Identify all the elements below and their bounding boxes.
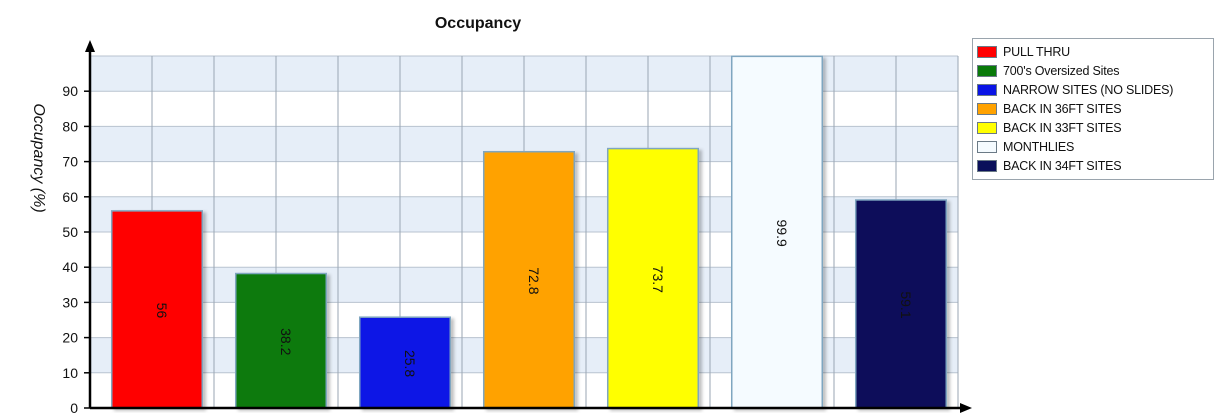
bar-value-label: 59.1 — [898, 291, 914, 318]
legend-item: 700's Oversized Sites — [977, 61, 1209, 80]
y-ticks: 0 10 20 30 40 50 60 70 80 90 — [62, 83, 90, 416]
bar — [234, 272, 328, 409]
bar-value-label: 56 — [154, 303, 170, 319]
legend-swatch — [977, 159, 997, 172]
legend-label: PULL THRU — [1003, 44, 1070, 59]
legend-swatch — [977, 83, 997, 96]
legend-swatch — [977, 64, 997, 77]
y-tick-label: 90 — [62, 83, 78, 99]
legend-swatch — [977, 140, 997, 153]
x-axis-arrow — [960, 403, 972, 413]
bar — [110, 210, 204, 409]
bar — [730, 55, 824, 409]
legend-item: BACK IN 34FT SITES — [977, 156, 1209, 175]
y-tick-label: 50 — [62, 224, 78, 240]
bar — [854, 199, 948, 409]
y-tick-label: 20 — [62, 330, 78, 346]
bars: 56 38.2 25.8 72.8 73.7 99.9 59.1 — [110, 55, 948, 409]
legend-swatch — [977, 45, 997, 58]
y-tick-label: 80 — [62, 118, 78, 134]
y-tick-label: 0 — [70, 400, 78, 413]
legend-swatch — [977, 102, 997, 115]
axes — [85, 40, 972, 413]
legend-label: BACK IN 36FT SITES — [1003, 101, 1122, 116]
legend-label: BACK IN 34FT SITES — [1003, 158, 1122, 173]
legend-label: NARROW SITES (NO SLIDES) — [1003, 82, 1174, 97]
bar-value-label: 38.2 — [278, 328, 294, 355]
bar-value-label: 73.7 — [650, 266, 666, 293]
y-axis-label: Occupancy (%) — [30, 103, 47, 212]
legend-label: 700's Oversized Sites — [1003, 63, 1120, 78]
y-tick-label: 30 — [62, 294, 78, 310]
y-tick-label: 70 — [62, 154, 78, 170]
bar-value-label: 99.9 — [774, 220, 790, 247]
bar-value-label: 72.8 — [526, 267, 542, 294]
legend: PULL THRU 700's Oversized Sites NARROW SIT… — [972, 38, 1214, 180]
legend-item: BACK IN 36FT SITES — [977, 99, 1209, 118]
y-tick-label: 10 — [62, 365, 78, 381]
legend-label: BACK IN 33FT SITES — [1003, 120, 1122, 135]
chart-title: Occupancy — [435, 15, 521, 32]
legend-item: MONTHLIES — [977, 137, 1209, 156]
legend-item: NARROW SITES (NO SLIDES) — [977, 80, 1209, 99]
legend-item: PULL THRU — [977, 42, 1209, 61]
legend-item: BACK IN 33FT SITES — [977, 118, 1209, 137]
legend-swatch — [977, 121, 997, 134]
y-tick-label: 40 — [62, 259, 78, 275]
bar — [358, 316, 452, 409]
bar — [482, 150, 576, 409]
bar-value-label: 25.8 — [402, 350, 418, 377]
y-axis-arrow — [85, 40, 95, 52]
legend-label: MONTHLIES — [1003, 139, 1075, 154]
bar — [606, 147, 700, 409]
y-tick-label: 60 — [62, 189, 78, 205]
